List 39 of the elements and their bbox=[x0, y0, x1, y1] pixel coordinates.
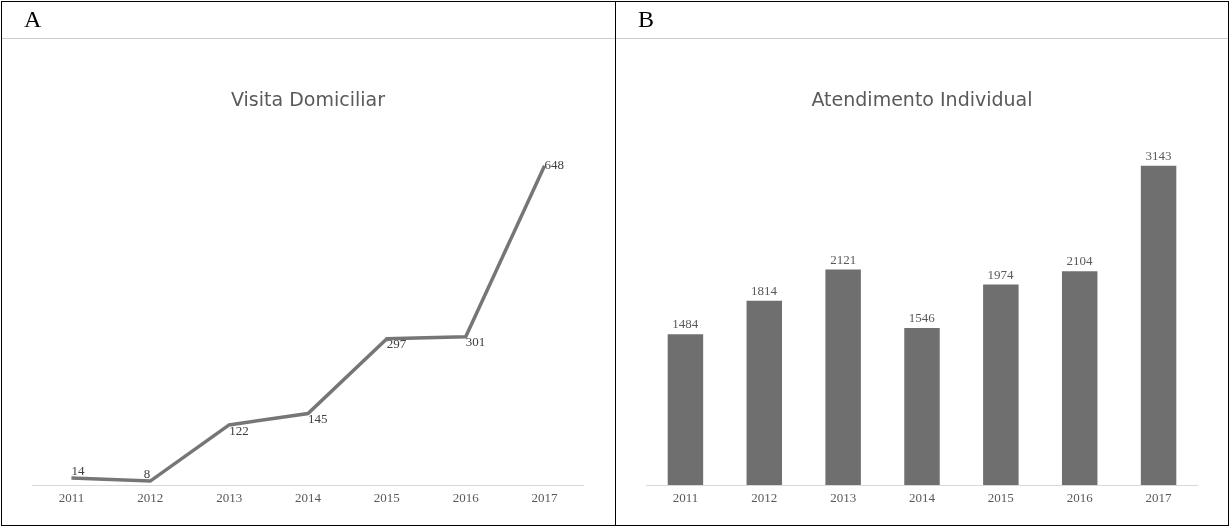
chart-title: Atendimento Individual bbox=[811, 87, 1033, 110]
x-tick-label: 2011 bbox=[672, 489, 699, 505]
bar bbox=[667, 334, 704, 485]
text: A bbox=[24, 6, 42, 33]
x-tick-label: 2014 bbox=[909, 489, 936, 505]
data-label: 122 bbox=[229, 422, 249, 438]
data-label: 145 bbox=[308, 411, 328, 427]
x-tick-label: 2015 bbox=[987, 489, 1014, 505]
chart-title: Visita Domiciliar bbox=[231, 87, 386, 110]
data-label: 1484 bbox=[672, 316, 699, 332]
bar bbox=[825, 269, 861, 485]
x-tick-label: 2011 bbox=[58, 489, 85, 505]
x-tick-label: 2012 bbox=[751, 489, 778, 505]
x-tick-label: 2012 bbox=[137, 489, 164, 505]
x-tick-label: 2015 bbox=[373, 489, 400, 505]
x-tick-label: 2016 bbox=[452, 489, 480, 505]
x-tick-label: 2016 bbox=[1066, 489, 1094, 505]
x-tick-label: 2013 bbox=[216, 489, 243, 505]
data-label: 1974 bbox=[987, 266, 1015, 282]
data-label: 297 bbox=[386, 336, 407, 352]
data-label: 648 bbox=[544, 157, 565, 173]
bar bbox=[904, 327, 940, 485]
data-label: 3143 bbox=[1145, 147, 1172, 163]
data-label: 1546 bbox=[908, 309, 936, 325]
bar bbox=[983, 284, 1019, 485]
text: B bbox=[638, 6, 655, 33]
x-tick-label: 2013 bbox=[830, 489, 857, 505]
x-tick-label: 2014 bbox=[295, 489, 322, 505]
data-label: 1814 bbox=[751, 282, 778, 298]
data-label: 2121 bbox=[830, 251, 857, 267]
bar bbox=[1061, 271, 1098, 485]
x-tick-label: 2017 bbox=[531, 489, 559, 505]
data-label: 2104 bbox=[1066, 253, 1093, 269]
x-tick-label: 2017 bbox=[1145, 489, 1173, 505]
bar bbox=[746, 300, 783, 485]
data-label: 301 bbox=[465, 334, 486, 350]
data-label: 8 bbox=[143, 465, 151, 481]
data-label: 14 bbox=[71, 462, 85, 478]
bar bbox=[1140, 165, 1177, 485]
